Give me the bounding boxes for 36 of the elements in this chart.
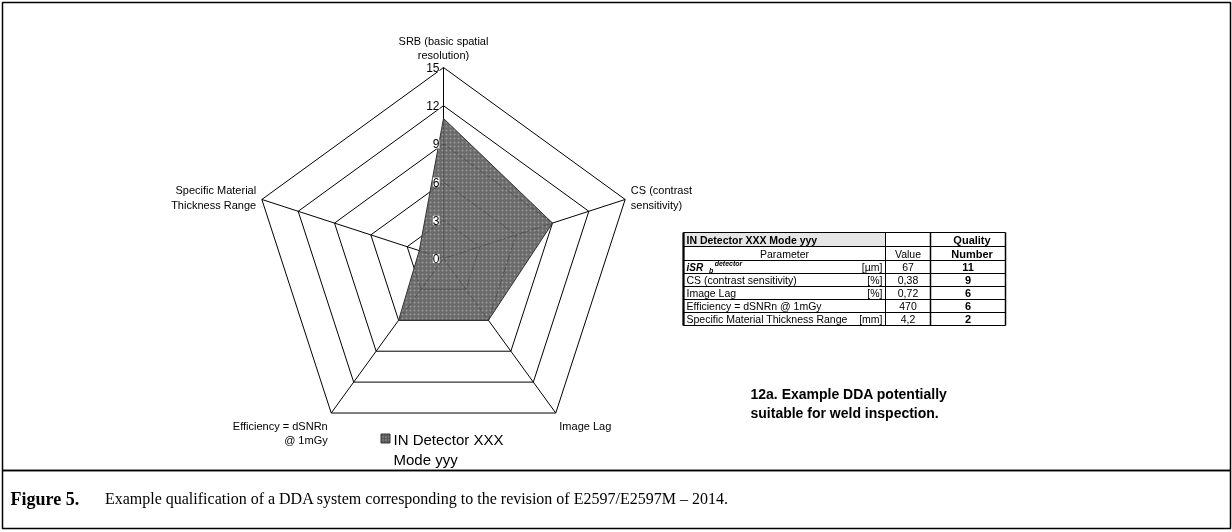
text: Value — [894, 247, 922, 260]
text: 4,2 — [900, 313, 916, 325]
text: 67 — [902, 261, 914, 273]
spoke-label: CS (contrast sensitivity) — [630, 184, 692, 211]
text: 11 — [962, 261, 974, 273]
y-tick-label: 12 — [426, 99, 440, 114]
text: 2 — [964, 313, 972, 325]
y-tick-label: 9 — [432, 137, 440, 152]
spoke-label: Specific Material Thickness Range — [171, 184, 257, 211]
text: IN Detector XXX Mode yyy — [686, 233, 818, 246]
spoke-label: Image Lag — [559, 419, 612, 432]
legend-label: IN Detector XXX Mode yyy — [393, 430, 504, 468]
text: 0,38 — [897, 274, 919, 286]
spoke-label: Efficiency = dSNRn @ 1mGy — [232, 419, 329, 447]
text: Specific Material Thickness Range — [686, 313, 848, 325]
text: [%] — [867, 287, 883, 299]
text: 6 — [964, 300, 972, 312]
text: Parameter — [759, 247, 810, 260]
y-tick-label: 0 — [432, 252, 440, 266]
text: 6 — [964, 287, 972, 299]
text: Quality Number — [951, 233, 994, 260]
y-tick-label: 6 — [432, 175, 440, 190]
text: 0,72 — [897, 287, 919, 299]
text: 470 — [899, 300, 917, 312]
y-tick-label: 3 — [432, 213, 440, 228]
text: 12a. Example DDA potentially suitable for weld inspection. — [750, 385, 948, 421]
y-tick-label: 15 — [426, 61, 440, 75]
text: 9 — [964, 274, 972, 286]
text: Figure 5. Example qualification of a DDA system corresponding to the revision of E2597/E2597M – 2014. — [10, 488, 728, 509]
text: [µm] — [861, 261, 883, 273]
text: Efficiency = dSNRn @ 1mGy — [686, 300, 823, 312]
text: Image Lag — [686, 287, 737, 299]
text: [%] — [867, 274, 883, 286]
text: CS (contrast sensitivity) — [686, 274, 797, 286]
spoke-label: SRB (basic spatial resolution) — [398, 35, 489, 62]
text: [mm] — [859, 313, 883, 325]
